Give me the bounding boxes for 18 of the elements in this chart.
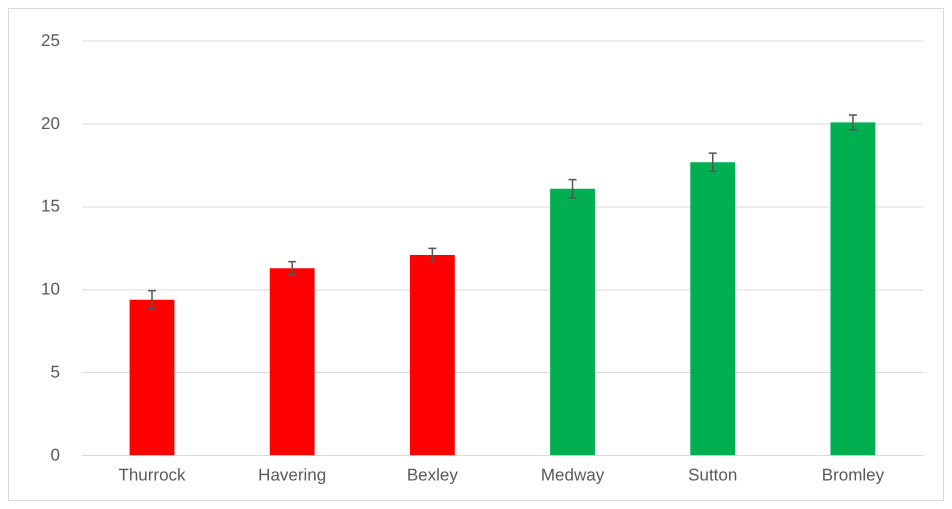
bar	[270, 268, 315, 456]
bar	[550, 188, 595, 456]
x-tick-label: Thurrock	[118, 465, 186, 484]
x-tick-label: Bexley	[406, 465, 458, 484]
x-tick-label: Medway	[540, 465, 605, 484]
y-tick-label: 25	[40, 30, 60, 50]
bar	[130, 300, 174, 456]
bar	[830, 122, 876, 456]
x-tick-label: Havering	[258, 465, 326, 484]
y-tick-label: 0	[50, 445, 60, 464]
bar	[410, 255, 455, 456]
y-tick-label: 5	[50, 362, 60, 382]
y-tick-label: 20	[40, 114, 60, 133]
x-tick-label: Sutton	[688, 465, 738, 484]
bar	[690, 162, 736, 456]
y-tick-label: 10	[40, 280, 60, 299]
x-tick-label: Bromley	[822, 465, 885, 484]
y-tick-label: 15	[40, 196, 60, 216]
